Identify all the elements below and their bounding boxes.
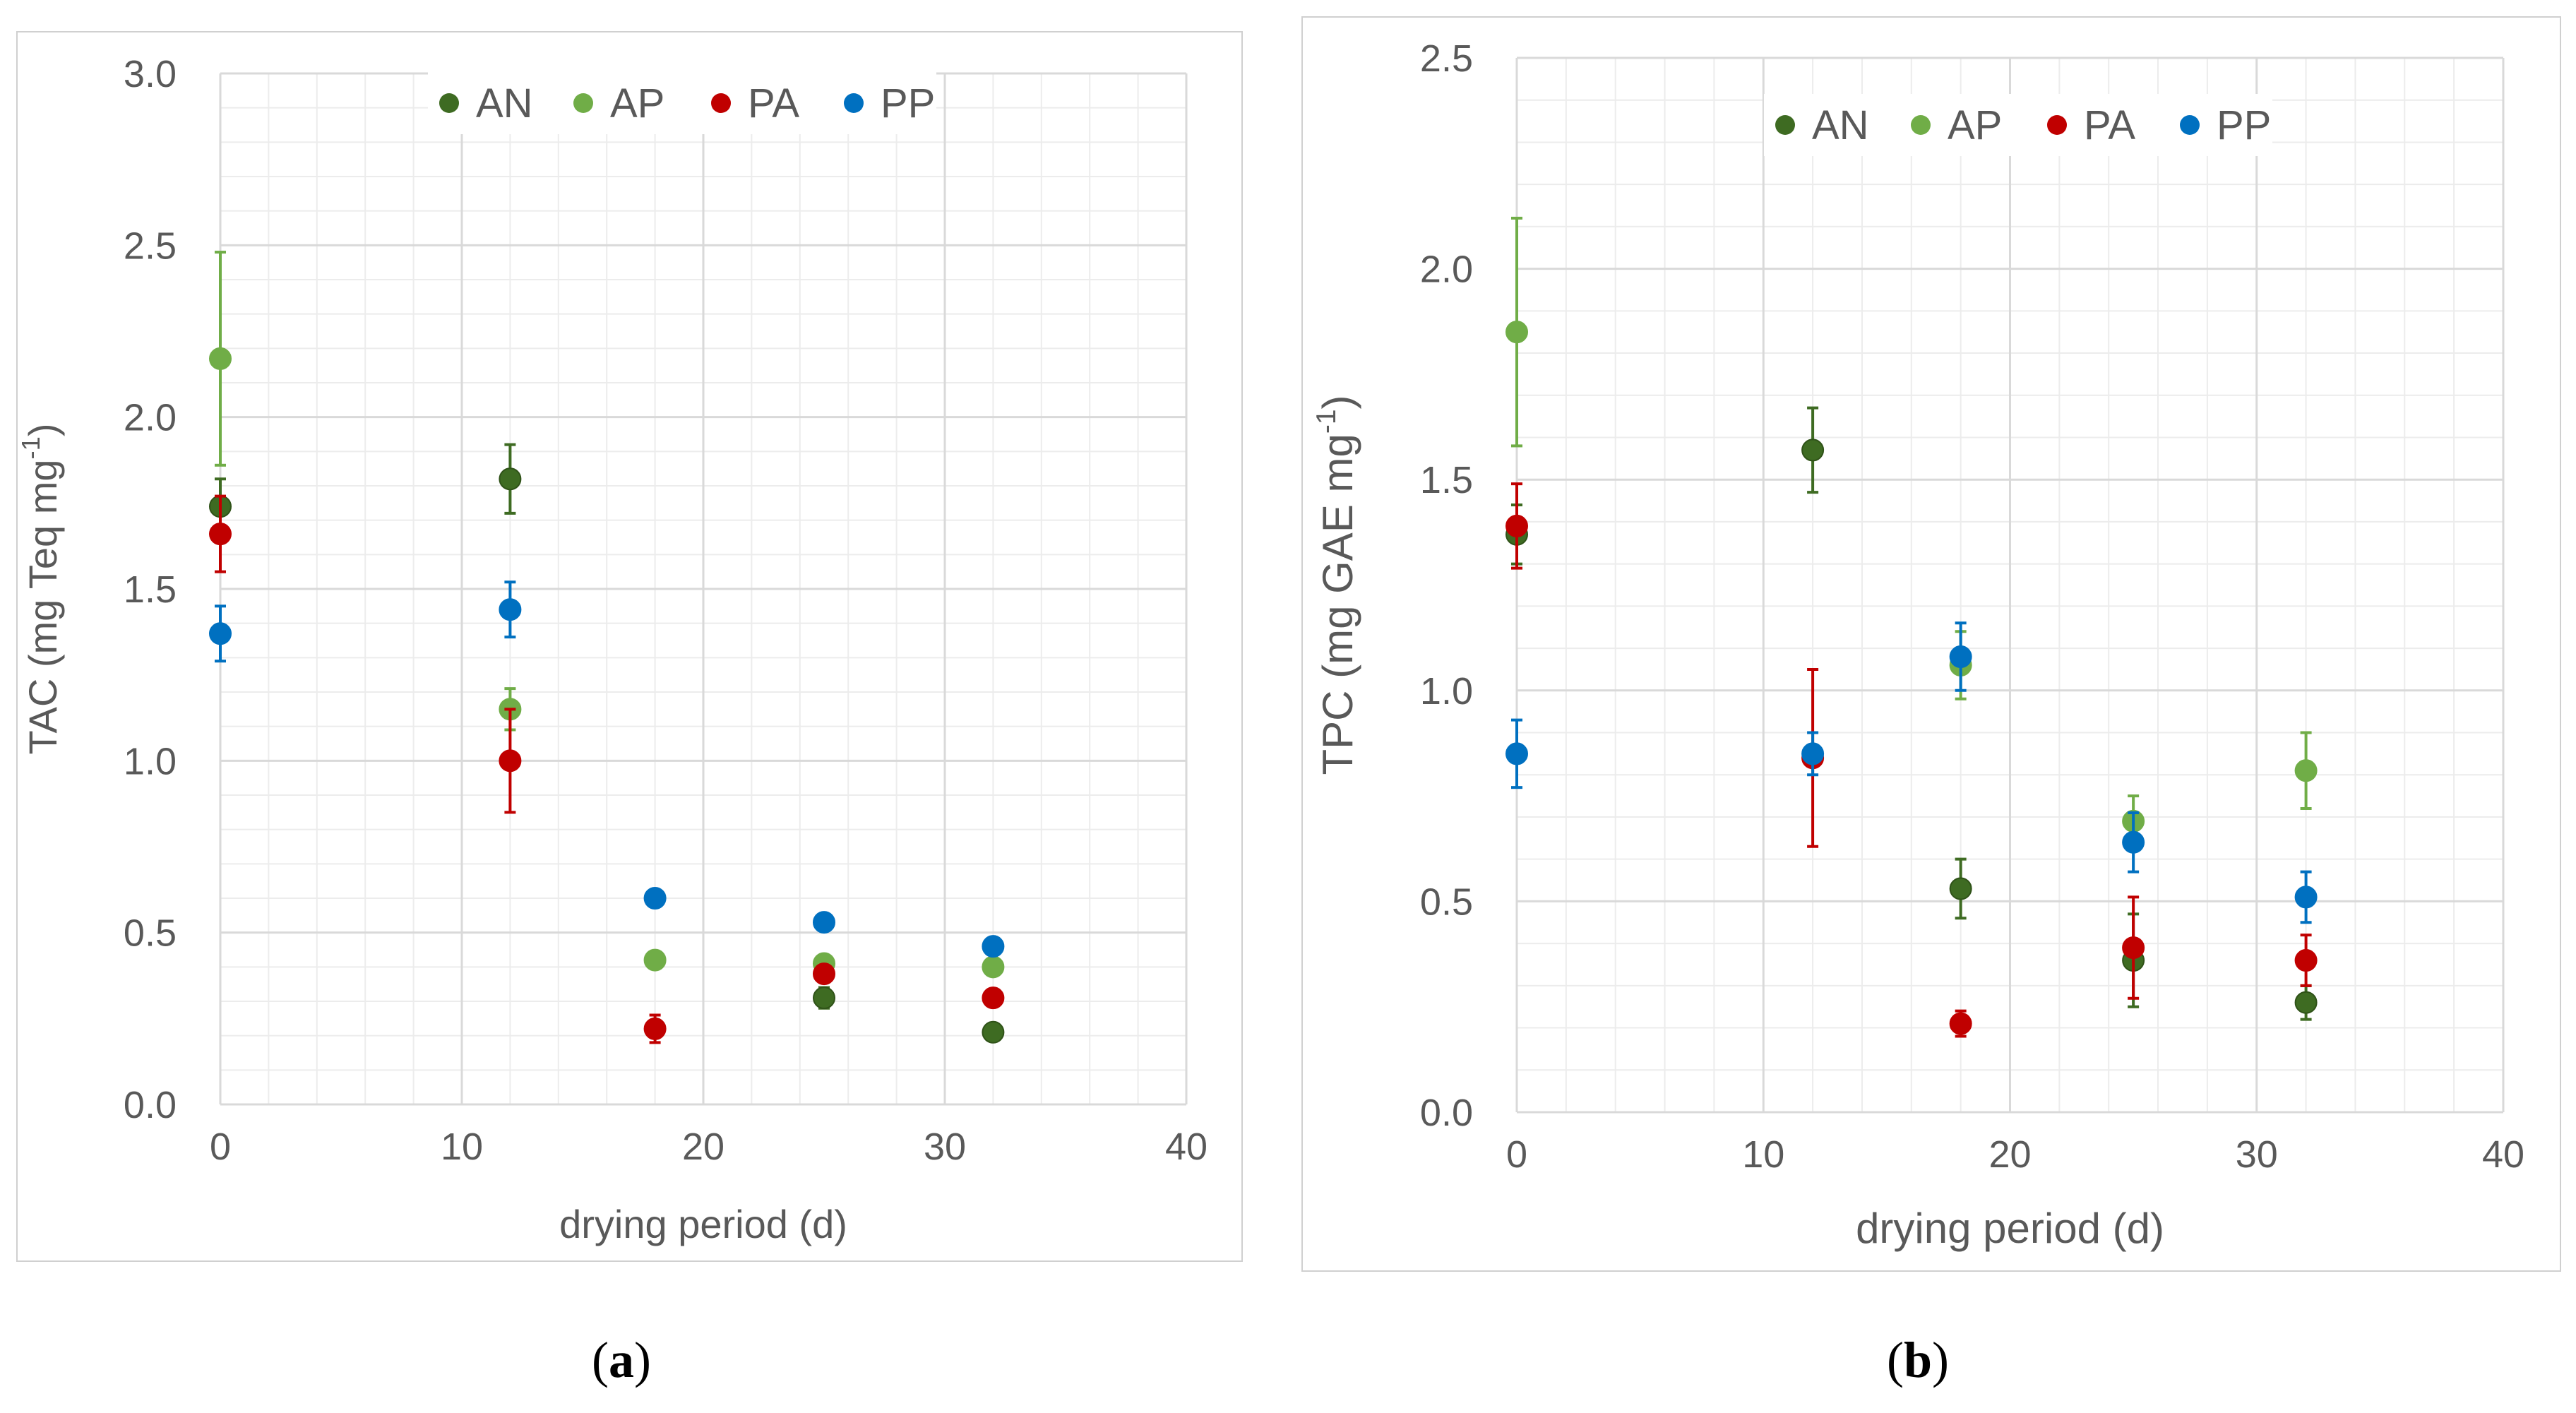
data-point <box>209 347 232 370</box>
data-point <box>813 986 835 1010</box>
legend-marker <box>439 93 459 113</box>
data-point <box>982 935 1005 958</box>
data-point <box>2122 936 2145 960</box>
data-point <box>1949 877 1972 900</box>
x-tick-label: 10 <box>1742 1133 1784 1176</box>
y-tick-label: 1.5 <box>124 568 177 611</box>
legend-label: AP <box>1948 102 2002 148</box>
legend: AN AP PA PP <box>1764 94 2272 156</box>
legend-marker <box>1911 115 1931 135</box>
series-PP <box>1505 621 2318 924</box>
legend-label: AP <box>610 81 664 126</box>
data-point <box>2294 759 2318 782</box>
y-tick-label: 1.0 <box>124 740 177 782</box>
y-axis-label-superscript: -1 <box>16 436 45 459</box>
y-tick-label: 0.0 <box>124 1084 177 1126</box>
x-axis-label: drying period (d) <box>559 1202 847 1246</box>
legend-marker <box>1775 115 1795 135</box>
data-point <box>1949 645 1972 669</box>
x-tick-label: 10 <box>441 1126 483 1168</box>
y-tick-label: 2.0 <box>1420 249 1473 291</box>
data-point <box>499 749 522 773</box>
data-point <box>499 467 522 491</box>
y-axis-label-close: ) <box>1314 395 1361 409</box>
data-point <box>982 1020 1005 1044</box>
data-point <box>1801 742 1825 765</box>
legend-label: AN <box>476 81 533 126</box>
caption-a: (a) <box>592 1332 651 1388</box>
data-point <box>982 986 1005 1010</box>
y-tick-label: 0.5 <box>1420 881 1473 923</box>
legend: AN AP PA PP <box>428 72 936 134</box>
data-point <box>209 622 232 645</box>
y-axis-label-close: ) <box>20 423 65 436</box>
y-axis-label: TPC (mg GAE mg-1) <box>1311 395 1361 775</box>
data-point <box>1949 1012 1972 1035</box>
y-tick-label: 1.0 <box>1420 670 1473 713</box>
x-tick-label: 0 <box>210 1126 231 1168</box>
x-tick-label: 20 <box>682 1126 724 1168</box>
chart-panel-b <box>1301 16 2561 1272</box>
legend-marker <box>2180 115 2200 135</box>
caption-b: (b) <box>1887 1332 1950 1388</box>
legend-label: PP <box>2217 102 2271 148</box>
legend-marker <box>711 93 731 113</box>
data-point <box>499 598 522 621</box>
data-point <box>643 948 667 972</box>
y-tick-label: 1.5 <box>1420 459 1473 501</box>
y-tick-label: 0.5 <box>124 912 177 955</box>
data-point <box>1505 742 1528 765</box>
y-tick-label: 2.5 <box>124 225 177 267</box>
y-axis-label-main: TPC (mg GAE mg <box>1314 434 1361 775</box>
legend-marker <box>573 93 593 113</box>
series-PP <box>209 580 1005 958</box>
data-point <box>1801 439 1825 462</box>
legend-marker <box>844 93 864 113</box>
legend-label: PA <box>2084 102 2135 148</box>
data-point <box>643 887 667 910</box>
data-point <box>209 523 232 546</box>
y-tick-label: 2.0 <box>124 397 177 439</box>
y-axis-label-main: TAC (mg Teq mg <box>20 459 65 754</box>
x-tick-label: 0 <box>1506 1133 1527 1176</box>
y-axis-label-superscript: -1 <box>1311 409 1342 434</box>
data-point <box>2294 886 2318 909</box>
data-point <box>2122 830 2145 854</box>
legend-marker <box>2047 115 2067 135</box>
y-tick-label: 2.5 <box>1420 37 1473 80</box>
y-axis-label: TAC (mg Teq mg-1) <box>16 423 65 754</box>
major-grid <box>1515 56 2505 1114</box>
data-point <box>1505 514 1528 537</box>
data-point <box>813 962 835 986</box>
x-tick-label: 40 <box>2482 1133 2524 1176</box>
x-tick-label: 40 <box>1165 1126 1208 1168</box>
legend-label: PA <box>748 81 799 126</box>
data-point <box>1505 321 1528 344</box>
x-tick-label: 20 <box>1988 1133 2031 1176</box>
y-tick-label: 3.0 <box>124 53 177 95</box>
y-tick-label: 0.0 <box>1420 1092 1473 1134</box>
data-point <box>813 911 835 934</box>
legend-label: PP <box>881 81 935 126</box>
legend-label: AN <box>1812 102 1869 148</box>
data-point <box>643 1017 667 1040</box>
x-axis-label: drying period (d) <box>1856 1205 2164 1252</box>
x-tick-label: 30 <box>924 1126 966 1168</box>
series-PA <box>209 494 1005 1044</box>
data-point <box>2294 949 2318 972</box>
data-point <box>2294 991 2318 1014</box>
x-tick-label: 30 <box>2236 1133 2278 1176</box>
